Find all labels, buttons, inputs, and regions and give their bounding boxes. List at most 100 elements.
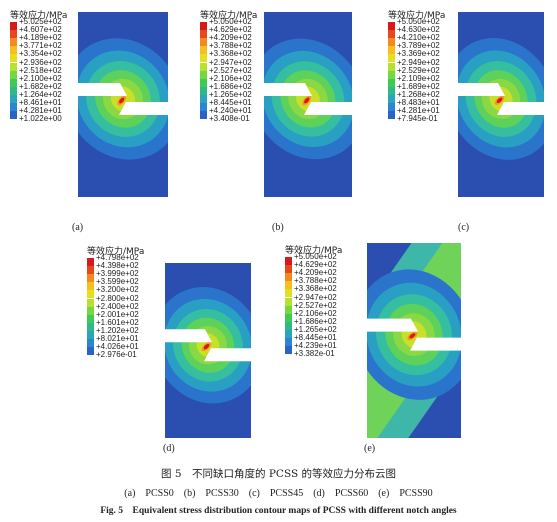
contour-panel-a: 等效应力/MPa +5.025e+02 +4.607e+02 +4.189e+02 +3…	[0, 0, 185, 235]
legend-color-swatch	[10, 94, 17, 103]
legend-tick-label: +8.445e+01	[209, 98, 252, 107]
specimen-stress-contour	[264, 12, 352, 197]
legend-color-swatch	[388, 103, 395, 112]
legend-tick-label: +4.629e+02	[294, 260, 337, 270]
legend-color-swatch	[10, 46, 17, 55]
legend-tick-label: +4.607e+02	[19, 25, 62, 35]
legend-color-swatch	[388, 30, 395, 39]
legend-color-swatch	[285, 338, 292, 347]
legend-color-swatch	[87, 266, 94, 275]
legend-tick-label: +3.788e+02	[209, 41, 252, 51]
legend-color-swatch	[200, 70, 207, 79]
legend-tick-label: +2.001e+02	[96, 309, 139, 319]
legend-color-swatch	[388, 78, 395, 87]
legend-title: 等效应力/MPa	[388, 11, 446, 21]
legend-color-swatch	[388, 22, 395, 31]
legend-tick-label: +2.106e+02	[294, 308, 337, 318]
legend-color-swatch	[10, 111, 17, 120]
legend-tick-label: +2.949e+02	[397, 57, 440, 67]
legend-tick-label: +2.800e+02	[96, 293, 139, 303]
legend-tick-label: +8.021e+01	[96, 334, 139, 343]
legend-tick-label: +8.461e+01	[19, 98, 62, 107]
legend-tick-label: +4.026e+01	[96, 342, 139, 352]
legend-tick-label: +3.368e+02	[209, 49, 252, 59]
specimen-stress-contour	[458, 12, 544, 197]
legend-color-swatch	[87, 274, 94, 283]
legend-color-swatch	[285, 329, 292, 338]
legend-tick-label: +1.022e+00	[19, 114, 62, 124]
legend-color-swatch	[285, 313, 292, 322]
legend-tick-label: +4.189e+02	[19, 33, 62, 43]
legend-tick-label: +2.947e+02	[209, 57, 252, 67]
legend-tick-label: +5.050e+02	[209, 17, 252, 26]
legend-tick-label: +8.445e+01	[294, 333, 337, 342]
legend-tick-label: +2.936e+02	[19, 57, 62, 67]
legend-tick-label: +4.629e+02	[209, 25, 252, 35]
contour-panel-e: 等效应力/MPa +5.050e+02 +4.629e+02 +4.209e+02 +3…	[283, 238, 473, 460]
legend-color-swatch	[10, 103, 17, 112]
legend-tick-label: +3.354e+02	[19, 49, 62, 59]
legend-tick-label: +1.601e+02	[96, 317, 139, 327]
legend-color-swatch	[87, 330, 94, 339]
legend-tick-label: +4.209e+02	[294, 268, 337, 278]
legend-tick-label: +5.025e+02	[19, 17, 62, 26]
legend-title: 等效应力/MPa	[200, 11, 258, 21]
legend-tick-label: +3.599e+02	[96, 277, 139, 287]
legend-tick-label: +2.109e+02	[397, 73, 440, 83]
figure-caption-chinese: 图 5 不同缺口角度的 PCSS 的等效应力分布云图	[161, 468, 396, 480]
legend-color-swatch	[285, 289, 292, 298]
legend-color-swatch	[200, 46, 207, 55]
specimen-stress-contour	[165, 263, 251, 438]
legend-tick-label: +3.999e+02	[96, 269, 139, 279]
legend-tick-label: +3.368e+02	[294, 284, 337, 294]
figure-caption-english: Fig. 5 Equivalent stress distribution co…	[100, 506, 457, 516]
legend-tick-label: +5.050e+02	[294, 252, 337, 261]
legend-color-swatch	[285, 281, 292, 290]
legend-tick-label: +4.281e+01	[19, 106, 62, 116]
legend-tick-label: +3.788e+02	[294, 276, 337, 286]
legend-color-swatch	[87, 282, 94, 291]
legend-color-swatch	[87, 314, 94, 323]
legend-color-swatch	[285, 273, 292, 282]
legend-color-swatch	[10, 38, 17, 47]
legend-color-swatch	[10, 86, 17, 95]
legend-color-swatch	[87, 339, 94, 348]
legend-tick-label: +1.682e+02	[19, 81, 62, 91]
legend-color-swatch	[200, 94, 207, 103]
specimen-stress-contour	[78, 12, 168, 197]
legend-tick-label: +2.106e+02	[209, 73, 252, 83]
legend-tick-label: +4.240e+01	[209, 106, 252, 116]
legend-color-swatch	[87, 306, 94, 315]
legend-color-swatch	[388, 46, 395, 55]
legend-tick-label: +3.789e+02	[397, 41, 440, 51]
legend-color-swatch	[200, 54, 207, 63]
legend-color-swatch	[388, 62, 395, 71]
legend-tick-label: +1.686e+02	[294, 316, 337, 326]
legend-color-swatch	[388, 94, 395, 103]
legend-title: 等效应力/MPa	[10, 11, 68, 21]
legend-tick-label: +3.369e+02	[397, 49, 440, 59]
legend-tick-label: +2.100e+02	[19, 73, 62, 83]
panel-label: (c)	[458, 222, 470, 233]
panel-label: (e)	[364, 443, 376, 454]
legend-tick-label: +2.400e+02	[96, 301, 139, 311]
legend-tick-label: +3.408e-01	[209, 114, 250, 124]
legend-tick-label: +8.483e+01	[397, 98, 440, 107]
legend-tick-label: +2.518e+02	[19, 65, 62, 75]
legend-color-swatch	[388, 70, 395, 79]
legend-color-swatch	[10, 70, 17, 79]
legend-color-swatch	[285, 257, 292, 266]
legend-tick-label: +2.527e+02	[294, 300, 337, 310]
legend-color-swatch	[285, 305, 292, 314]
legend-color-swatch	[10, 30, 17, 39]
legend-tick-label: +1.265e+02	[209, 89, 252, 99]
legend-tick-label: +4.281e+01	[397, 106, 440, 116]
legend-tick-label: +4.210e+02	[397, 33, 440, 43]
legend-tick-label: +3.382e-01	[294, 349, 335, 359]
legend-color-swatch	[10, 22, 17, 31]
legend-tick-label: +4.398e+02	[96, 261, 139, 271]
legend-color-swatch	[388, 54, 395, 63]
contour-panel-b: 等效应力/MPa +5.050e+02 +4.629e+02 +4.209e+02 +3…	[186, 0, 371, 235]
legend-color-swatch	[87, 347, 94, 356]
legend-color-swatch	[388, 86, 395, 95]
